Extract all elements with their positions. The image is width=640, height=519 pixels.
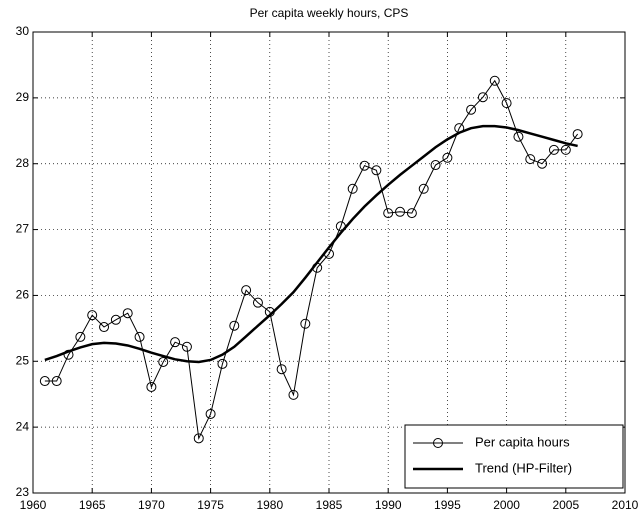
data-point bbox=[537, 158, 548, 169]
data-point bbox=[560, 144, 571, 155]
data-point bbox=[525, 154, 536, 165]
x-tick-label: 1985 bbox=[316, 498, 343, 512]
data-point bbox=[229, 320, 240, 331]
y-tick-label: 25 bbox=[16, 353, 30, 367]
x-tick-label: 1990 bbox=[375, 498, 402, 512]
data-point bbox=[217, 358, 228, 369]
x-tick-label: 2000 bbox=[493, 498, 520, 512]
data-point bbox=[134, 331, 145, 342]
data-point bbox=[252, 297, 263, 308]
legend-box bbox=[404, 424, 624, 489]
data-point bbox=[371, 165, 382, 176]
data-point bbox=[276, 364, 287, 375]
x-tick-label: 1965 bbox=[79, 498, 106, 512]
y-tick-label: 28 bbox=[16, 156, 30, 170]
data-point bbox=[418, 183, 429, 194]
data-point bbox=[395, 206, 406, 217]
x-tick-label: 1970 bbox=[138, 498, 165, 512]
x-tick-label: 2005 bbox=[552, 498, 579, 512]
y-tick-label: 29 bbox=[16, 90, 30, 104]
x-tick-label: 1980 bbox=[256, 498, 283, 512]
data-point bbox=[383, 208, 394, 219]
data-point bbox=[51, 376, 62, 387]
data-point bbox=[288, 389, 299, 400]
data-point bbox=[241, 285, 252, 296]
data-point bbox=[158, 356, 169, 367]
data-point bbox=[513, 131, 524, 142]
x-tick-label: 1960 bbox=[20, 498, 47, 512]
data-point bbox=[146, 381, 157, 392]
y-tick-label: 24 bbox=[16, 419, 30, 433]
y-tick-label: 27 bbox=[16, 222, 30, 236]
series-line bbox=[44, 124, 578, 364]
data-point bbox=[39, 376, 50, 387]
legend-label: Trend (HP-Filter) bbox=[475, 460, 572, 475]
data-point bbox=[359, 160, 370, 171]
data-point bbox=[406, 208, 417, 219]
data-point bbox=[75, 331, 86, 342]
data-point bbox=[110, 314, 121, 325]
plot-frame bbox=[32, 31, 626, 494]
data-point bbox=[99, 322, 110, 333]
data-point bbox=[572, 129, 583, 140]
x-tick-label: 1995 bbox=[434, 498, 461, 512]
legend-marker bbox=[433, 438, 443, 448]
data-point bbox=[181, 341, 192, 352]
data-point bbox=[193, 433, 204, 444]
data-point bbox=[501, 98, 512, 109]
y-tick-label: 23 bbox=[16, 485, 30, 499]
x-tick-label: 1975 bbox=[197, 498, 224, 512]
data-point bbox=[347, 183, 358, 194]
y-tick-label: 26 bbox=[16, 288, 30, 302]
legend-label: Per capita hours bbox=[475, 434, 570, 449]
data-point bbox=[442, 152, 453, 163]
data-point bbox=[122, 308, 133, 319]
data-point bbox=[430, 160, 441, 171]
data-point bbox=[477, 92, 488, 103]
y-tick-label: 30 bbox=[16, 24, 30, 38]
data-point bbox=[300, 318, 311, 329]
data-point bbox=[548, 144, 559, 155]
x-tick-label: 2010 bbox=[612, 498, 639, 512]
data-point bbox=[87, 310, 98, 321]
data-point bbox=[205, 408, 216, 419]
data-point bbox=[170, 337, 181, 348]
data-point bbox=[489, 75, 500, 86]
series-line bbox=[44, 79, 579, 441]
chart-title: Per capita weekly hours, CPS bbox=[250, 6, 409, 20]
data-point bbox=[466, 104, 477, 115]
